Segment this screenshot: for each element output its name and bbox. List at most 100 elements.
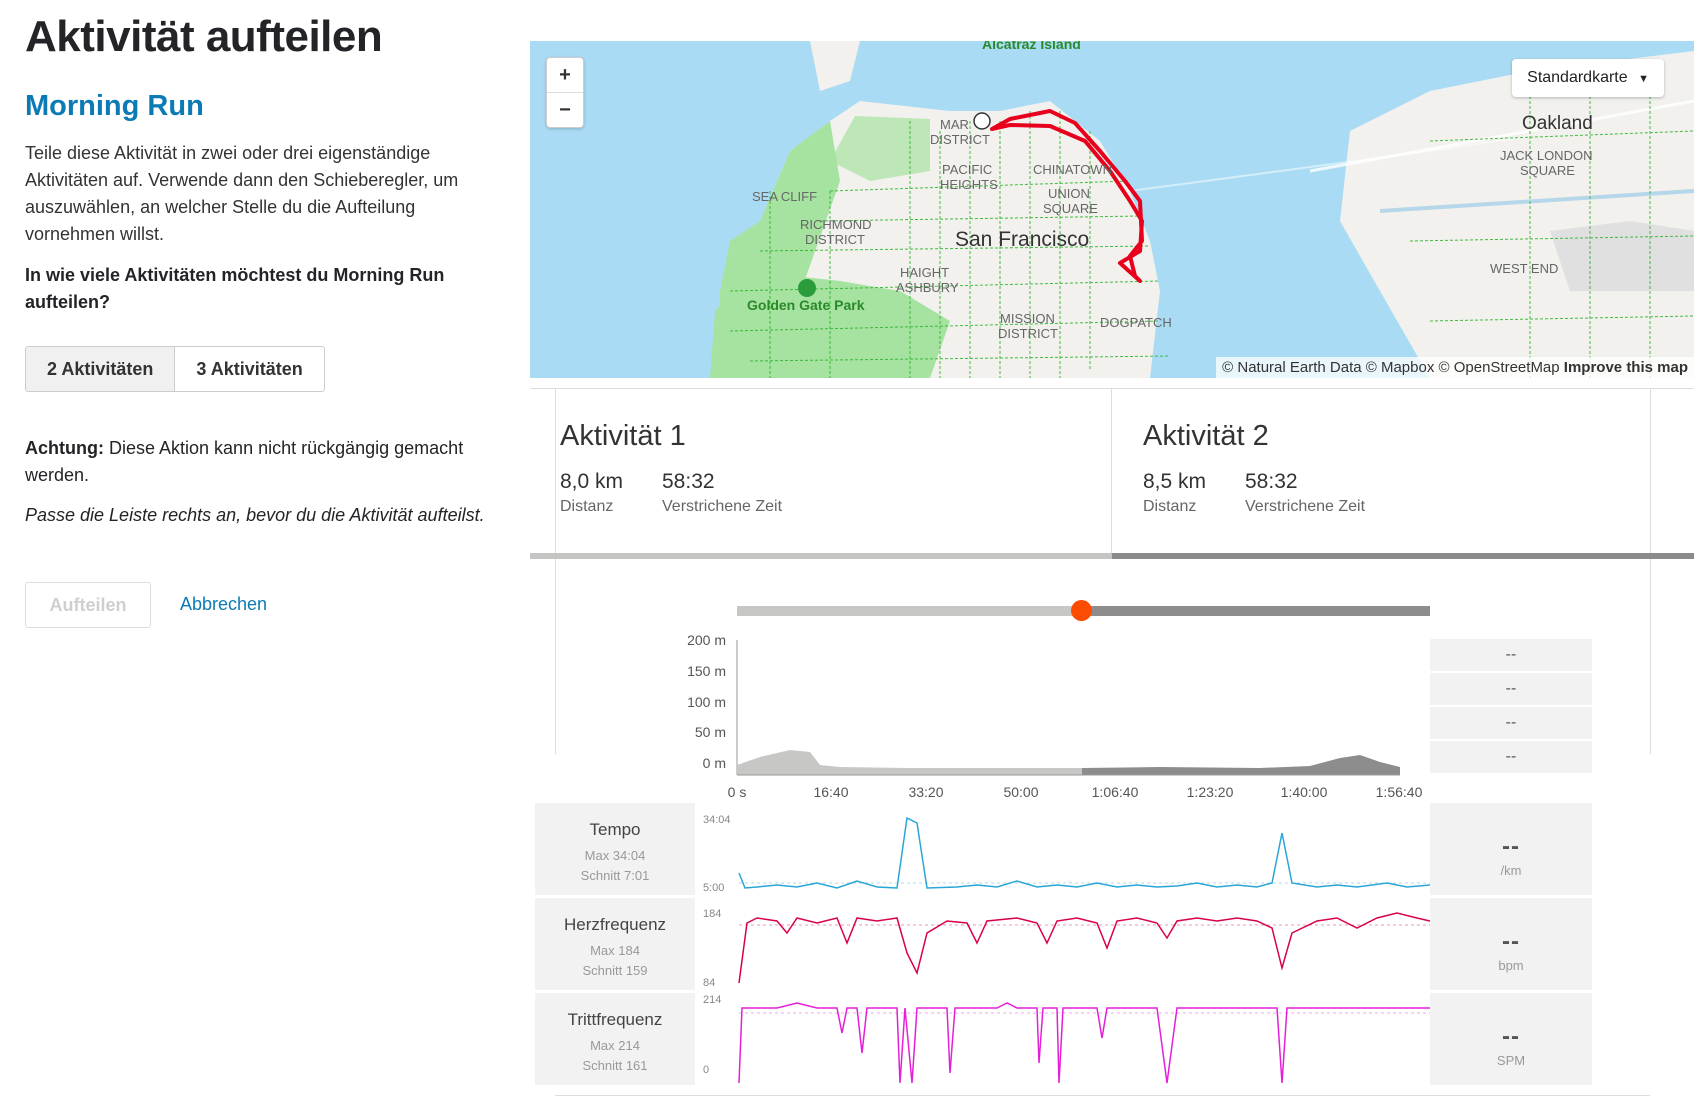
- elevation-value-4: --: [1430, 741, 1592, 773]
- activity-2-bar: [1112, 553, 1694, 559]
- warning: Achtung: Diese Aktion kann nicht rückgän…: [25, 435, 505, 489]
- zoom-controls: + −: [546, 57, 584, 128]
- map-label-union: UNION: [1048, 186, 1090, 201]
- attribution-text: © Natural Earth Data © Mapbox © OpenStre…: [1222, 359, 1560, 376]
- caret-down-icon: ▼: [1638, 73, 1649, 85]
- map-label-richmond-district: DISTRICT: [805, 232, 865, 247]
- bottom-divider: [555, 1095, 1650, 1096]
- tempo-bottom-label: 5:00: [703, 882, 724, 894]
- activity-2-time: 58:32: [1245, 470, 1298, 493]
- activity-1-time-label: Verstrichene Zeit: [662, 498, 783, 515]
- map-label-dogpatch: DOGPATCH: [1100, 315, 1172, 330]
- cadence-value-box: -- SPM: [1430, 993, 1592, 1085]
- map-label-marina-district: DISTRICT: [930, 132, 990, 147]
- tempo-avg: Schnitt 7:01: [580, 868, 650, 883]
- elevation-x-ticks: 0 s 16:40 33:20 50:00 1:06:40 1:23:20 1:…: [728, 784, 1423, 800]
- heartrate-max: Max 184: [590, 943, 640, 958]
- y-tick: 150 m: [687, 663, 726, 679]
- tempo-name: Tempo: [589, 820, 641, 839]
- map-label-west-end: WEST END: [1490, 261, 1558, 276]
- heartrate-name: Herzfrequenz: [563, 915, 667, 934]
- hr-value-box: -- bpm: [1430, 898, 1592, 990]
- x-tick: 1:23:20: [1187, 784, 1234, 800]
- y-tick: 200 m: [687, 632, 726, 648]
- x-tick: 16:40: [813, 784, 848, 800]
- hr-value: --: [1502, 928, 1520, 955]
- map-label-mission-district: DISTRICT: [998, 326, 1058, 341]
- map-label-ashbury: ASHBURY: [896, 280, 959, 295]
- activity-1-time: 58:32: [662, 470, 715, 493]
- elevation-chart: 200 m 150 m 100 m 50 m 0 m 0 s 16:40 33:…: [687, 632, 1423, 800]
- hr-bottom-label: 84: [703, 977, 715, 989]
- slider-track-first[interactable]: [737, 606, 1082, 616]
- split-slider-handle[interactable]: [1071, 600, 1092, 621]
- y-tick: 50 m: [695, 724, 726, 740]
- y-tick: 0 m: [703, 755, 726, 771]
- x-tick: 33:20: [908, 784, 943, 800]
- activity-2-time-label: Verstrichene Zeit: [1245, 498, 1366, 515]
- cadence-bottom-label: 0: [703, 1064, 709, 1076]
- tempo-unit: /km: [1500, 863, 1522, 878]
- cadence-max: Max 214: [590, 1038, 640, 1053]
- heartrate-avg: Schnitt 159: [582, 963, 648, 978]
- hr-top-label: 184: [703, 908, 721, 920]
- improve-map-link[interactable]: Improve this map: [1563, 359, 1688, 376]
- elevation-value-1: --: [1430, 639, 1592, 671]
- activity-1-bar: [530, 553, 1112, 559]
- map-label-mission: MISSION: [1000, 311, 1055, 326]
- activity-2-distance-label: Distanz: [1143, 498, 1197, 515]
- elevation-value-3: --: [1430, 707, 1592, 739]
- map-label-marina: MAR: [940, 117, 969, 132]
- x-tick: 50:00: [1003, 784, 1038, 800]
- map-type-label: Standardkarte: [1527, 69, 1628, 86]
- tempo-label-box: Tempo Max 34:04 Schnitt 7:01: [535, 803, 695, 895]
- option-two-activities[interactable]: 2 Aktivitäten: [26, 347, 176, 391]
- map-label-pacific: PACIFIC: [942, 162, 992, 177]
- activity-2-title: Aktivität 2: [1143, 420, 1269, 452]
- activity-1-distance-label: Distanz: [560, 498, 614, 515]
- zoom-in-button[interactable]: +: [547, 58, 583, 93]
- split-button[interactable]: Aufteilen: [25, 582, 151, 628]
- map-label-sf: San Francisco: [955, 228, 1089, 251]
- cancel-link[interactable]: Abbrechen: [180, 594, 268, 614]
- divider-left: [555, 389, 556, 754]
- hr-unit: bpm: [1498, 958, 1524, 973]
- map-attribution: © Natural Earth Data © Mapbox © OpenStre…: [1216, 357, 1694, 378]
- y-tick: 100 m: [687, 694, 726, 710]
- map-type-dropdown[interactable]: Standardkarte ▼: [1512, 59, 1664, 97]
- map-label-chinatown: CHINATOWN: [1033, 162, 1112, 177]
- map-label-haight: HAIGHT: [900, 265, 949, 280]
- activity-1-title: Aktivität 1: [560, 420, 686, 452]
- map-label-oakland: Oakland: [1522, 113, 1593, 134]
- activity-name: Morning Run: [25, 90, 204, 122]
- tempo-top-label: 34:04: [703, 814, 731, 826]
- x-tick: 1:56:40: [1376, 784, 1423, 800]
- heartrate-label-box: Herzfrequenz Max 184 Schnitt 159: [535, 898, 695, 990]
- warning-text: Diese Aktion kann nicht rückgängig gemac…: [25, 438, 464, 485]
- activity-1-distance: 8,0 km: [560, 470, 624, 493]
- tempo-value-box: -- /km: [1430, 803, 1592, 895]
- map-label-alcatraz: Alcatraz Island: [982, 41, 1081, 52]
- divider-right: [1650, 389, 1651, 754]
- cadence-top-label: 214: [703, 994, 721, 1006]
- route-map[interactable]: Alcatraz Island MAR DISTRICT PACIFIC HEI…: [530, 41, 1694, 378]
- option-three-activities[interactable]: 3 Aktivitäten: [196, 359, 303, 379]
- map-label-square: SQUARE: [1043, 201, 1098, 216]
- split-question: In wie viele Aktivitäten möchtest du Mor…: [25, 265, 445, 312]
- split-count-toggle: 2 Aktivitäten 3 Aktivitäten: [25, 346, 325, 392]
- hint-text: Passe die Leiste rechts an, bevor du die…: [25, 505, 485, 525]
- cadence-line: [738, 1002, 1430, 1084]
- divider-middle: [1111, 389, 1112, 554]
- slider-track-second[interactable]: [1082, 606, 1430, 616]
- tempo-max: Max 34:04: [584, 848, 646, 863]
- page-title: Aktivität aufteilen: [25, 12, 383, 61]
- elevation-value-2: --: [1430, 673, 1592, 705]
- warning-label: Achtung:: [25, 438, 104, 458]
- tempo-value: --: [1502, 833, 1520, 860]
- elevation-y-ticks: 200 m 150 m 100 m 50 m 0 m: [687, 632, 726, 771]
- x-tick: 0 s: [728, 784, 747, 800]
- description: Teile diese Aktivität in zwei oder drei …: [25, 143, 459, 244]
- zoom-out-button[interactable]: −: [559, 99, 571, 121]
- hr-line: [738, 912, 1430, 984]
- map-label-jack-london: JACK LONDON: [1500, 148, 1592, 163]
